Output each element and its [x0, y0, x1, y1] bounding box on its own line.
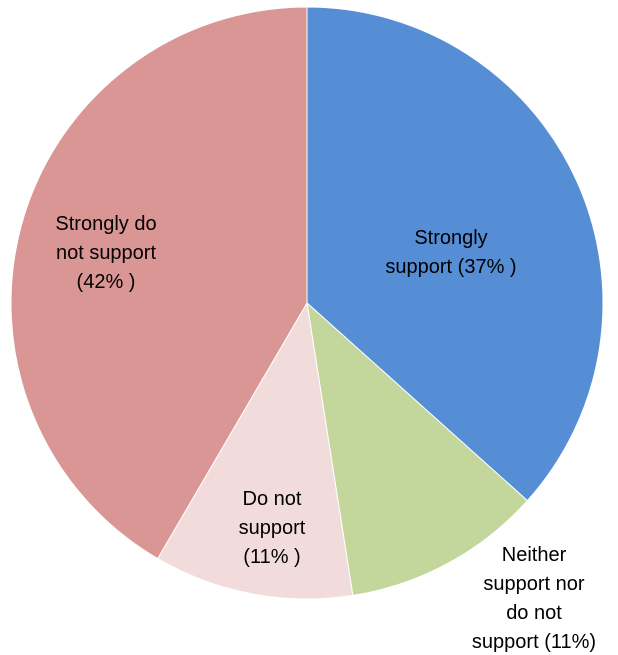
pie-slice-4 — [10, 6, 308, 560]
slice-label-line: (11% ) — [243, 546, 300, 568]
slice-label-line: do not — [506, 602, 562, 624]
pie-labels: Strongly support (37% ) Neither support nor… — [55, 213, 596, 653]
slice-label-line: Strongly — [414, 227, 487, 249]
slice-label-line: support nor — [483, 573, 585, 595]
slice-label-1: Strongly support (37% ) — [385, 227, 516, 278]
slice-label-4: Strongly do not support (42% ) — [55, 213, 156, 293]
pie-slices — [10, 6, 604, 600]
pie-slice-3 — [156, 301, 354, 600]
slice-label-2: Neither support nor do not support (11%) — [472, 544, 596, 653]
slice-label-3: Do not support (11% ) — [239, 488, 306, 568]
pie-slice-2 — [306, 301, 529, 597]
slice-label-line: Strongly do — [55, 213, 156, 235]
slice-label-line: Do not — [243, 488, 302, 510]
slice-label-line: (42% ) — [77, 271, 136, 293]
pie-slice-1 — [306, 6, 604, 502]
slice-label-line: support (37% ) — [385, 256, 516, 278]
slice-label-line: support — [239, 517, 306, 539]
slice-label-line: Neither — [502, 544, 567, 566]
slice-label-line: not support — [56, 242, 157, 264]
slice-label-line: support (11%) — [472, 631, 596, 653]
